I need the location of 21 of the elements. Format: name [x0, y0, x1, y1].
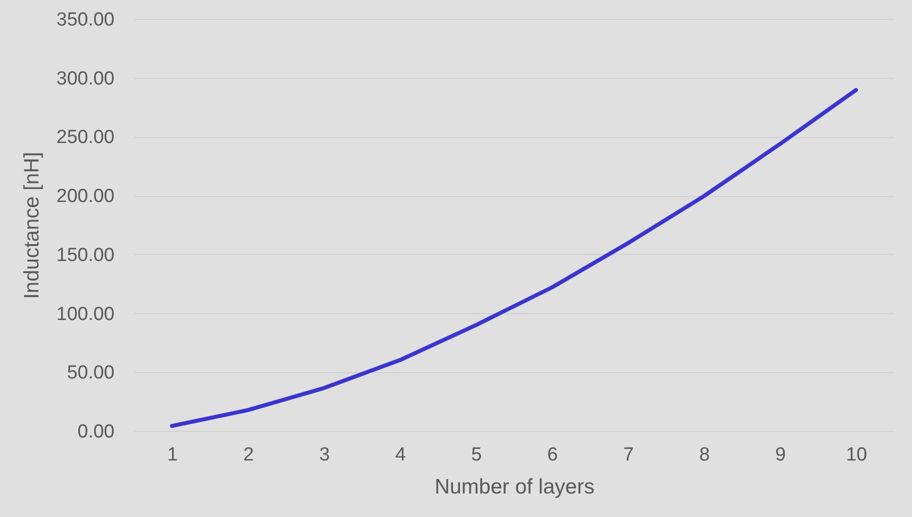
y-tick-label: 250.00 — [56, 127, 114, 148]
x-tick-label: 3 — [319, 444, 330, 466]
x-tick-label: 2 — [243, 444, 254, 466]
y-tick-label: 100.00 — [56, 304, 114, 325]
line-series — [170, 88, 858, 428]
y-tick-label: 0.00 — [78, 422, 114, 442]
x-tick-label: 1 — [167, 444, 178, 466]
y-tick-label: 200.00 — [56, 186, 114, 208]
x-tick-label: 6 — [547, 444, 558, 466]
y-tick-label: 150.00 — [56, 244, 114, 266]
x-tick-label: 10 — [846, 444, 868, 466]
y-axis-title: Inductance [nH] — [20, 152, 44, 300]
x-axis-title: Number of layers — [434, 476, 594, 498]
y-tick-label: 300.00 — [56, 68, 114, 90]
x-tick-label: 7 — [623, 444, 634, 466]
x-tick-label: 9 — [775, 444, 786, 466]
x-tick-label: 4 — [395, 444, 406, 466]
x-tick-label: 8 — [699, 444, 710, 466]
x-tick-label: 5 — [471, 444, 482, 466]
y-tick-label: 50.00 — [66, 362, 114, 384]
y-tick-label: 350.00 — [56, 10, 114, 30]
